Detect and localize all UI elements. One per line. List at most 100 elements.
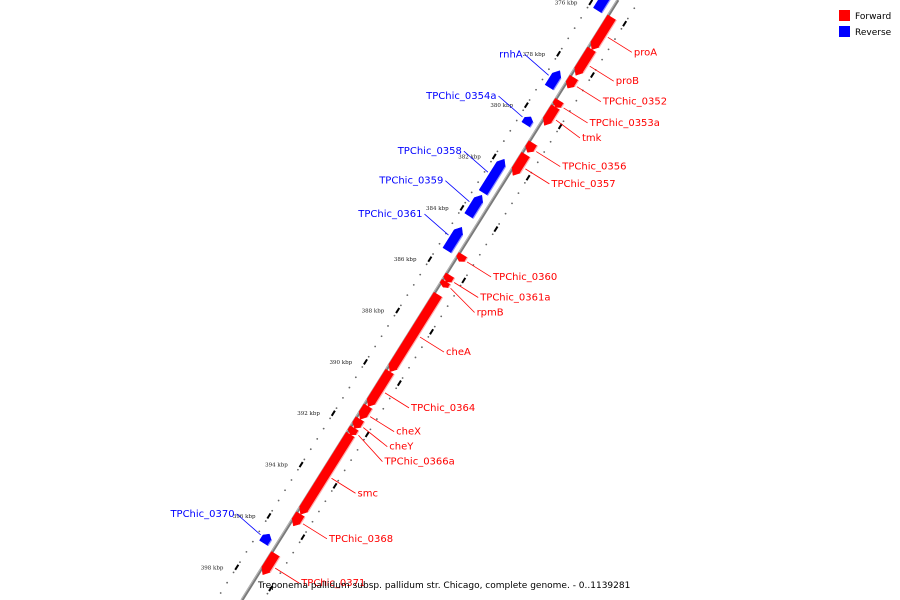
tick-mark — [588, 0, 594, 6]
minor-tick — [309, 448, 312, 451]
gene-label-TPChic_0354a[interactable]: TPChic_0354a — [425, 91, 496, 102]
gene-label-cheA[interactable]: cheA — [446, 347, 471, 358]
minor-tick — [232, 571, 235, 574]
label-leader — [524, 53, 549, 76]
gene-label-TPChic_0361a[interactable]: TPChic_0361a — [479, 292, 550, 303]
gene-label-TPChic_0359[interactable]: TPChic_0359 — [378, 176, 443, 187]
gene-label-TPChic_0352[interactable]: TPChic_0352 — [602, 97, 667, 108]
gene-label-TPChic_0371[interactable]: TPChic_0371 — [300, 578, 365, 589]
gene-shade — [487, 166, 506, 196]
gene-arrow-rpmB[interactable] — [439, 278, 451, 288]
minor-tick — [329, 417, 331, 420]
label-leader — [466, 261, 492, 278]
tick-mark-right — [300, 534, 306, 541]
tick-mark-right — [396, 380, 402, 387]
gene-label-tmk[interactable]: tmk — [582, 133, 602, 144]
minor-tick — [586, 6, 589, 9]
minor-tick — [438, 242, 441, 245]
minor-tick — [219, 592, 222, 594]
gene-label-cheY[interactable]: cheY — [389, 442, 414, 453]
gene-label-rpmB[interactable]: rpmB — [477, 307, 504, 318]
minor-tick — [477, 181, 480, 184]
gene-shade — [553, 78, 562, 91]
gene-label-TPChic_0357[interactable]: TPChic_0357 — [550, 179, 615, 190]
gene-arrow-smc[interactable] — [299, 431, 356, 515]
gene-arrow-TPChic_0356[interactable] — [525, 140, 538, 153]
minor-tick — [363, 438, 365, 441]
gene-label-rnhA[interactable]: rnhA — [499, 49, 523, 60]
label-leader — [445, 180, 470, 203]
minor-tick — [292, 551, 295, 554]
gene-label-TPChic_0356[interactable]: TPChic_0356 — [561, 162, 626, 173]
gene-label-cheX[interactable]: cheX — [396, 427, 421, 438]
gene-shade — [396, 297, 443, 370]
minor-tick — [466, 274, 468, 277]
minor-tick — [470, 191, 473, 194]
gene-arrow-cheA[interactable] — [388, 291, 443, 373]
tick-label: 390 kbp — [329, 360, 352, 366]
gene-arrow-cheY[interactable] — [352, 416, 365, 429]
gene-label-TPChic_0368[interactable]: TPChic_0368 — [328, 534, 393, 545]
gene-arrow-proB[interactable] — [574, 46, 597, 76]
minor-tick — [421, 346, 423, 349]
gene-arrow-rnhA[interactable] — [544, 70, 562, 91]
gene-shade — [598, 19, 617, 48]
label-leader — [525, 168, 550, 185]
tick-label: 392 kbp — [297, 411, 320, 417]
label-leader — [450, 287, 475, 313]
minor-tick — [543, 151, 546, 153]
minor-tick — [303, 458, 306, 461]
gene-arrow-TPChic_0360[interactable] — [456, 252, 468, 262]
legend-swatch-forward — [839, 10, 850, 21]
gene-label-smc[interactable]: smc — [358, 488, 378, 499]
gene-label-TPChic_0364[interactable]: TPChic_0364 — [410, 403, 475, 414]
gene-arrow-proA[interactable] — [590, 14, 617, 50]
gene-shade — [560, 103, 565, 108]
gene-arrow-TPChic_0366a[interactable] — [347, 425, 360, 436]
tick-mark — [363, 358, 368, 365]
gene-label-proB[interactable]: proB — [616, 76, 639, 87]
minor-tick — [548, 68, 550, 71]
minor-tick — [523, 181, 526, 184]
minor-tick — [414, 356, 417, 359]
gene-label-TPChic_0360[interactable]: TPChic_0360 — [492, 272, 557, 283]
gene-label-TPChic_0361[interactable]: TPChic_0361 — [357, 209, 422, 220]
minor-tick — [478, 253, 481, 256]
minor-tick — [515, 119, 518, 122]
minor-tick — [562, 120, 565, 123]
gene-label-TPChic_0358[interactable]: TPChic_0358 — [397, 146, 462, 157]
gene-shade — [269, 556, 281, 573]
minor-tick — [380, 335, 383, 338]
tick-mark — [427, 256, 433, 263]
gene-label-TPChic_0353a[interactable]: TPChic_0353a — [589, 118, 660, 129]
gene-arrow-TPChic_0364[interactable] — [366, 368, 395, 407]
tick-mark-right — [525, 174, 531, 181]
label-leader — [236, 513, 261, 536]
gene-arrow-tmk[interactable] — [543, 104, 561, 126]
gene-label-proA[interactable]: proA — [634, 47, 657, 58]
gene-arrow-TPChic_0368[interactable] — [291, 511, 306, 527]
gene-arrow-TPChic_0353a[interactable] — [552, 97, 565, 108]
gene-arrow-cheX[interactable] — [358, 403, 373, 420]
label-leader — [463, 150, 489, 173]
minor-tick — [258, 530, 261, 533]
gene-arrow-TPChic_0371[interactable] — [261, 551, 281, 576]
label-leader — [384, 392, 410, 409]
minor-tick — [626, 17, 629, 20]
label-leader — [363, 427, 388, 447]
tick-label: 398 kbp — [201, 565, 224, 571]
tick-label: 382 kbp — [458, 154, 481, 160]
gene-arrow-TPChic_0361a[interactable] — [443, 272, 455, 283]
minor-tick — [601, 58, 604, 61]
tick-mark-right — [429, 328, 435, 335]
gene-label-TPChic_0366a[interactable]: TPChic_0366a — [383, 457, 454, 468]
legend-label-reverse: Reverse — [855, 28, 892, 38]
minor-tick — [433, 325, 436, 328]
tick-label: 386 kbp — [394, 257, 417, 263]
gene-arrow-TPChic_0357[interactable] — [511, 151, 531, 176]
minor-tick — [343, 469, 346, 472]
gene-label-TPChic_0370[interactable]: TPChic_0370 — [169, 509, 234, 520]
gene-arrow-TPChic_0358[interactable] — [478, 158, 506, 196]
legend-label-forward: Forward — [855, 12, 891, 22]
label-leader — [576, 86, 602, 103]
